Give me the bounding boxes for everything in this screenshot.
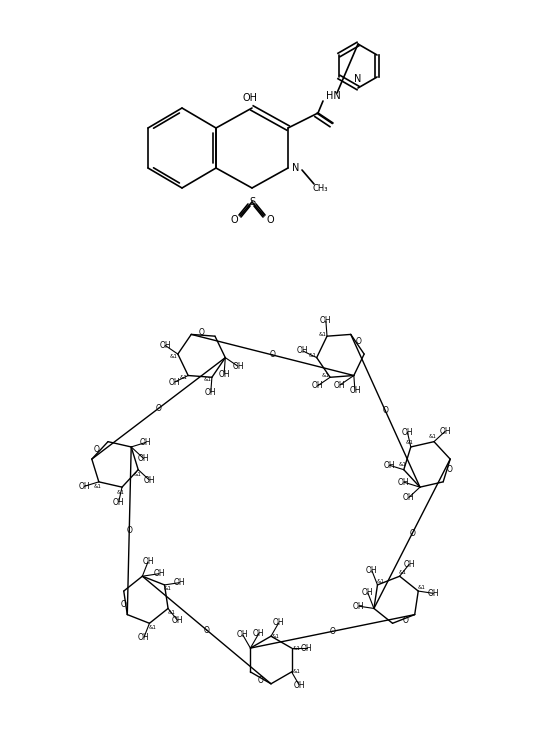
Text: OH: OH bbox=[138, 454, 149, 463]
Text: OH: OH bbox=[142, 557, 154, 567]
Text: O: O bbox=[156, 403, 162, 413]
Text: O: O bbox=[447, 466, 452, 474]
Text: &1: &1 bbox=[117, 489, 125, 494]
Text: OH: OH bbox=[403, 493, 414, 502]
Text: OH: OH bbox=[384, 460, 395, 470]
Text: O: O bbox=[199, 328, 204, 337]
Text: N: N bbox=[354, 74, 362, 84]
Text: &1: &1 bbox=[169, 354, 177, 358]
Text: OH: OH bbox=[205, 388, 216, 397]
Text: &1: &1 bbox=[167, 610, 175, 615]
Text: &1: &1 bbox=[164, 586, 171, 591]
Text: OH: OH bbox=[232, 362, 244, 371]
Text: OH: OH bbox=[366, 566, 378, 575]
Text: O: O bbox=[382, 406, 388, 415]
Text: HN: HN bbox=[326, 91, 340, 101]
Text: O: O bbox=[403, 616, 409, 625]
Text: OH: OH bbox=[78, 482, 90, 491]
Text: OH: OH bbox=[353, 602, 365, 610]
Text: &1: &1 bbox=[399, 463, 407, 467]
Text: &1: &1 bbox=[377, 579, 385, 584]
Text: OH: OH bbox=[160, 341, 171, 350]
Text: OH: OH bbox=[312, 381, 324, 390]
Text: OH: OH bbox=[169, 378, 180, 386]
Text: &1: &1 bbox=[133, 472, 141, 477]
Text: O: O bbox=[204, 625, 209, 635]
Text: &1: &1 bbox=[94, 484, 102, 489]
Text: &1: &1 bbox=[418, 585, 425, 590]
Text: OH: OH bbox=[113, 497, 124, 506]
Text: OH: OH bbox=[401, 428, 413, 437]
Text: &1: &1 bbox=[308, 353, 316, 358]
Text: OH: OH bbox=[172, 616, 183, 625]
Text: OH: OH bbox=[273, 619, 285, 627]
Text: OH: OH bbox=[153, 569, 165, 578]
Text: O: O bbox=[356, 337, 362, 346]
Text: S: S bbox=[249, 197, 255, 207]
Text: O: O bbox=[258, 676, 263, 685]
Text: OH: OH bbox=[398, 477, 410, 486]
Text: &1: &1 bbox=[399, 570, 407, 575]
Text: OH: OH bbox=[138, 633, 150, 642]
Text: &1: &1 bbox=[203, 377, 212, 382]
Text: &1: &1 bbox=[429, 435, 437, 439]
Text: O: O bbox=[230, 215, 238, 225]
Text: OH: OH bbox=[349, 386, 361, 395]
Text: OH: OH bbox=[293, 681, 305, 689]
Text: OH: OH bbox=[439, 426, 451, 436]
Text: O: O bbox=[94, 445, 100, 454]
Text: &1: &1 bbox=[319, 332, 326, 336]
Text: &1: &1 bbox=[272, 634, 280, 638]
Text: OH: OH bbox=[237, 630, 248, 639]
Text: CH₃: CH₃ bbox=[312, 183, 328, 192]
Text: O: O bbox=[126, 526, 132, 535]
Text: N: N bbox=[292, 163, 300, 173]
Text: O: O bbox=[409, 529, 415, 538]
Text: OH: OH bbox=[174, 578, 186, 588]
Text: OH: OH bbox=[242, 93, 258, 103]
Text: OH: OH bbox=[301, 644, 313, 653]
Text: OH: OH bbox=[362, 588, 373, 597]
Text: OH: OH bbox=[140, 438, 151, 447]
Text: &1: &1 bbox=[293, 670, 301, 675]
Text: OH: OH bbox=[427, 589, 439, 598]
Text: O: O bbox=[120, 600, 126, 609]
Text: OH: OH bbox=[404, 559, 415, 569]
Text: &1: &1 bbox=[293, 646, 301, 650]
Text: &1: &1 bbox=[322, 372, 329, 378]
Text: OH: OH bbox=[253, 629, 265, 638]
Text: O: O bbox=[266, 215, 274, 225]
Text: &1: &1 bbox=[406, 440, 414, 445]
Text: O: O bbox=[269, 350, 275, 359]
Text: O: O bbox=[329, 627, 335, 636]
Text: &1: &1 bbox=[180, 375, 188, 380]
Text: OH: OH bbox=[334, 381, 346, 389]
Text: OH: OH bbox=[218, 370, 230, 379]
Text: OH: OH bbox=[320, 316, 332, 325]
Text: &1: &1 bbox=[149, 624, 156, 630]
Text: OH: OH bbox=[143, 476, 155, 485]
Text: OH: OH bbox=[297, 347, 309, 355]
